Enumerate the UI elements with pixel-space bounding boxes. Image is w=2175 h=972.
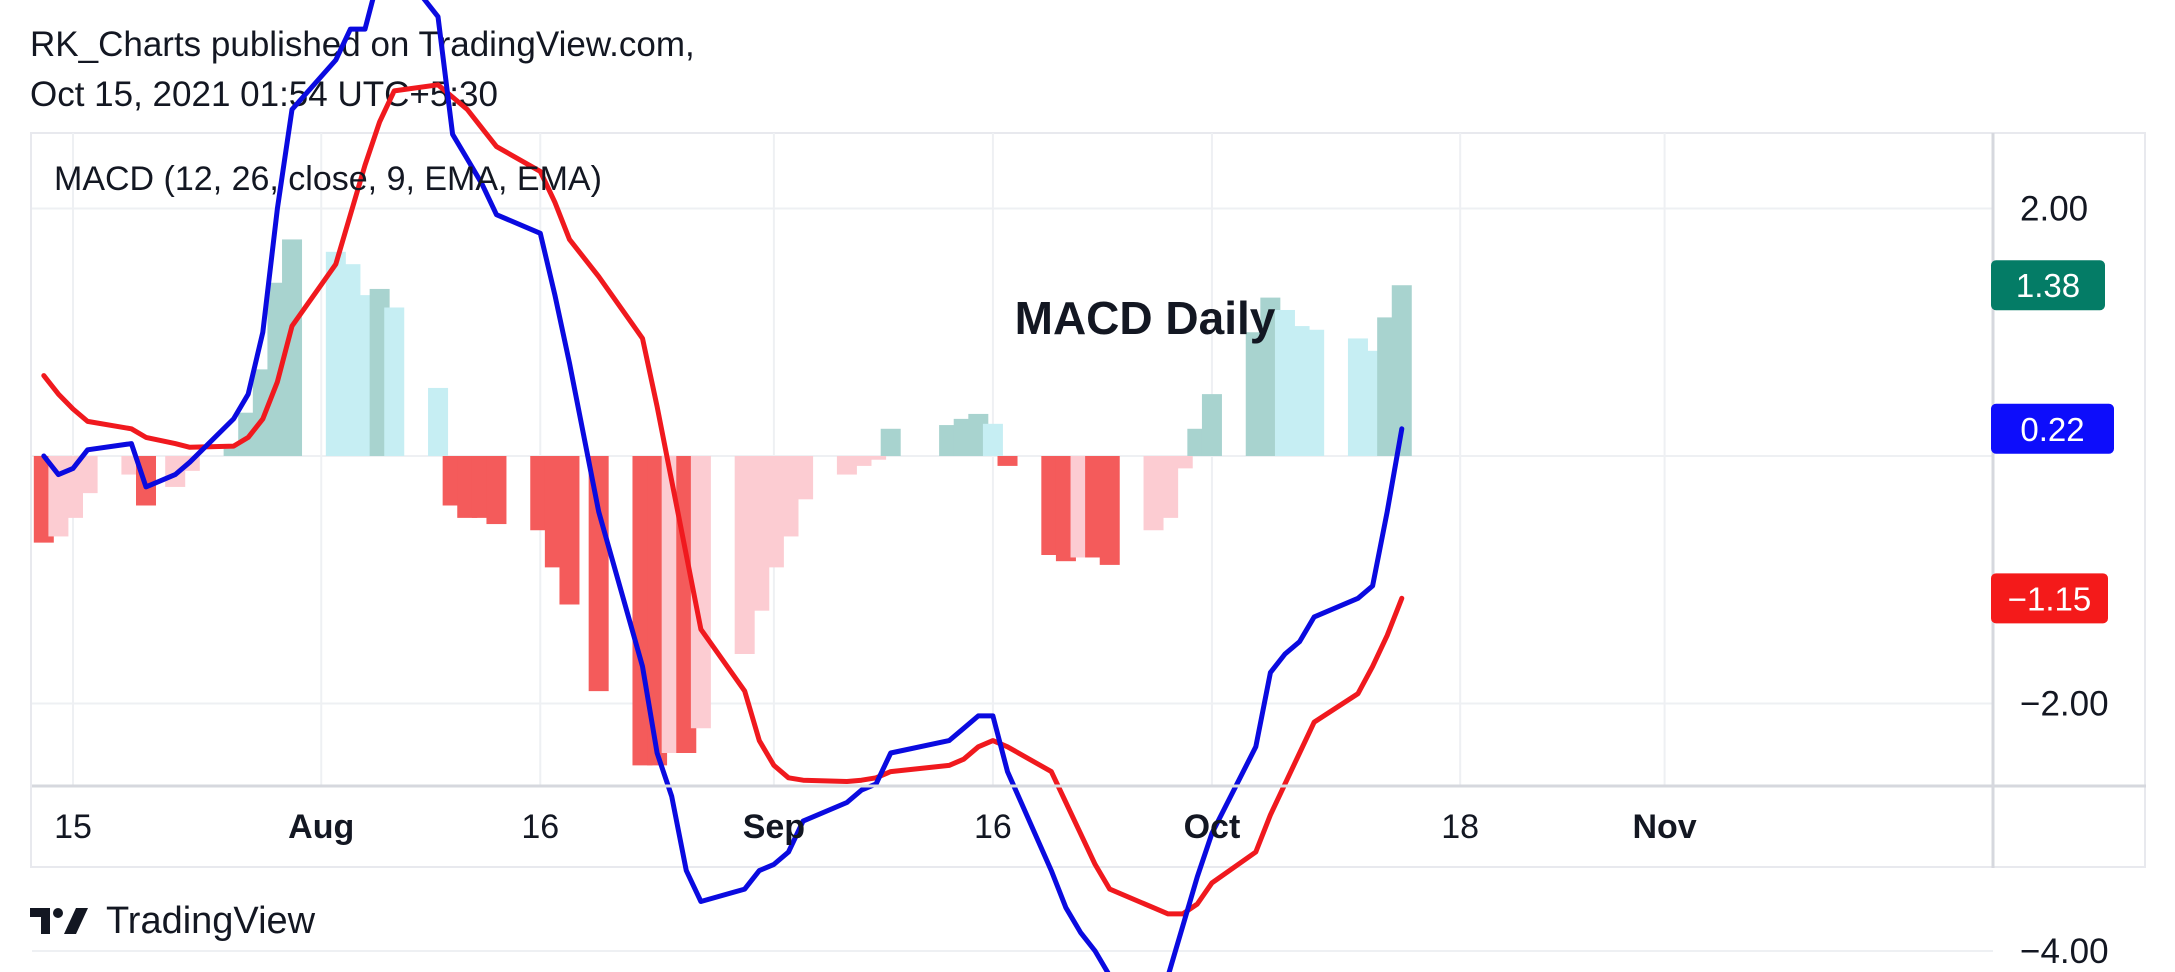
- macd-value-badge: [1991, 403, 2114, 454]
- chart-frame[interactable]: [30, 132, 2146, 868]
- line-layer: [41, 0, 1405, 972]
- indicator-label[interactable]: MACD (12, 26, close, 9, EMA, EMA): [54, 160, 602, 198]
- histogram-bar[interactable]: [851, 456, 872, 466]
- x-tick-label: 16: [974, 808, 1012, 846]
- x-tick-label: Oct: [1184, 808, 1241, 846]
- y-tick-label: −4.00: [2020, 932, 2109, 971]
- tradingview-footer[interactable]: TradingView: [30, 898, 315, 944]
- x-tick-label: 15: [54, 808, 92, 846]
- publish-timestamp: Oct 15, 2021 01:54 UTC+5:30: [30, 75, 498, 114]
- signal-value-badge-label: −1.15: [2008, 580, 2092, 617]
- macd-value-badge-label: 0.22: [2020, 411, 2084, 448]
- histogram-value-badge: [1991, 260, 2105, 311]
- histogram-bar[interactable]: [997, 456, 1018, 466]
- x-tick-label: 18: [1441, 808, 1479, 846]
- histogram-bar[interactable]: [77, 456, 98, 494]
- histogram-bar[interactable]: [1172, 456, 1193, 469]
- tradingview-logo-icon: [30, 908, 88, 934]
- chart-title: MACD Daily: [1015, 292, 1276, 344]
- x-tick-label: Sep: [743, 808, 805, 846]
- histogram-bar[interactable]: [880, 428, 901, 456]
- histogram-bar[interactable]: [223, 446, 244, 456]
- histogram-bar[interactable]: [1099, 456, 1120, 565]
- signal-value-badge: [1991, 573, 2108, 624]
- histogram-bar[interactable]: [690, 456, 711, 729]
- brand-name: TradingView: [106, 899, 316, 942]
- x-tick-label: 16: [521, 808, 559, 846]
- x-tick-label: Aug: [288, 808, 354, 846]
- macd-line[interactable]: [41, 0, 1405, 972]
- histogram-bar[interactable]: [866, 456, 887, 460]
- histogram-layer: [33, 239, 1412, 766]
- histogram-bar[interactable]: [282, 239, 303, 456]
- badge-layer: 1.38 0.22 −1.15: [1991, 260, 2114, 624]
- x-tick-label: Nov: [1632, 808, 1696, 846]
- histogram-bar[interactable]: [559, 456, 580, 605]
- histogram-value-badge-label: 1.38: [2016, 267, 2080, 304]
- histogram-bar[interactable]: [982, 423, 1003, 456]
- histogram-bar[interactable]: [1158, 456, 1179, 518]
- histogram-bar[interactable]: [1391, 285, 1412, 456]
- y-tick-label: −2.00: [2020, 685, 2109, 724]
- y-tick-label: 2.00: [2020, 190, 2088, 229]
- histogram-bar[interactable]: [1201, 394, 1222, 456]
- histogram-bar[interactable]: [384, 307, 405, 457]
- histogram-bar[interactable]: [588, 456, 609, 692]
- histogram-bar[interactable]: [428, 387, 449, 456]
- histogram-bar[interactable]: [1304, 329, 1325, 456]
- histogram-bar[interactable]: [486, 456, 507, 525]
- histogram-bar[interactable]: [793, 456, 814, 500]
